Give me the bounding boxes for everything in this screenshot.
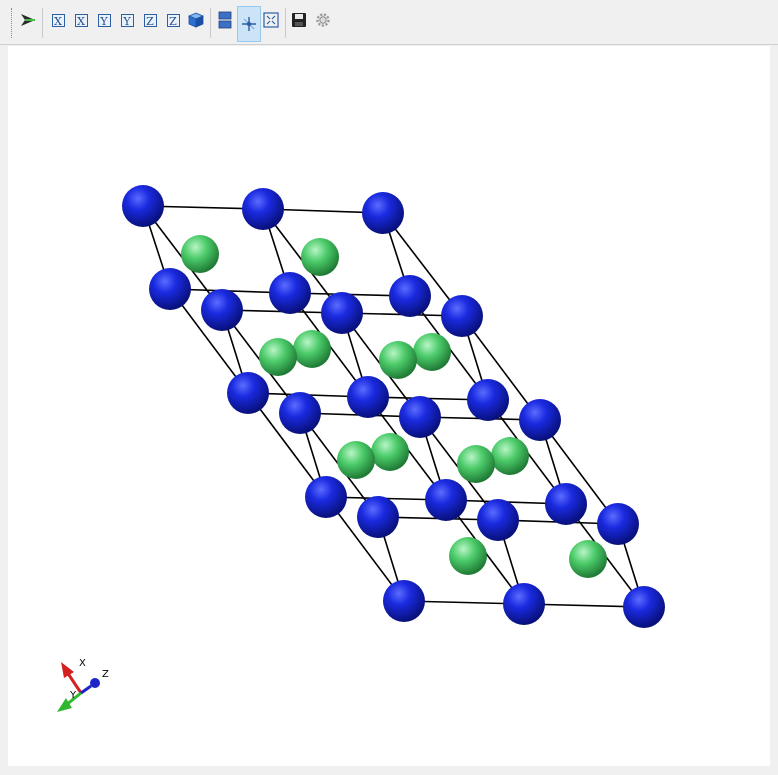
z-axis-label: Z: [102, 669, 109, 680]
toolbar-separator: [210, 8, 211, 38]
x-axis-view-icon: X: [74, 13, 88, 28]
blue-atom[interactable]: [305, 476, 347, 518]
view-along-y-button[interactable]: Y: [94, 10, 114, 30]
x-axis-line: [65, 671, 83, 694]
blue-atom[interactable]: [149, 268, 191, 310]
green-atom[interactable]: [337, 441, 375, 479]
bond-line: [539, 419, 619, 525]
blue-atom[interactable]: [201, 289, 243, 331]
blue-atom[interactable]: [623, 586, 665, 628]
blue-atom[interactable]: [467, 379, 509, 421]
toolbar-separator: [285, 8, 286, 38]
blue-atom[interactable]: [597, 503, 639, 545]
bond-line: [461, 315, 541, 421]
blue-atom[interactable]: [503, 583, 545, 625]
blue-atom[interactable]: [441, 295, 483, 337]
z-axis-view-icon: Z: [166, 13, 180, 28]
atom-spheres[interactable]: [122, 185, 665, 628]
rotate-mode-button[interactable]: [237, 6, 261, 42]
bond-line: [325, 496, 405, 602]
unit-cell-button[interactable]: [186, 10, 206, 30]
blue-atom[interactable]: [425, 479, 467, 521]
toolbar-grip[interactable]: [11, 8, 14, 38]
blue-atom[interactable]: [122, 185, 164, 227]
blue-atom[interactable]: [269, 272, 311, 314]
green-atom[interactable]: [371, 433, 409, 471]
stack-layout-icon: [218, 11, 232, 29]
toolbar-separator: [42, 8, 43, 38]
gear-icon: [316, 13, 330, 27]
blue-atom[interactable]: [362, 192, 404, 234]
y-axis-label: Y: [69, 690, 77, 701]
z-axis-arrowhead: [90, 678, 100, 688]
y-axis-arrowhead: [57, 698, 72, 712]
blue-atom[interactable]: [347, 376, 389, 418]
green-atom[interactable]: [181, 235, 219, 273]
blue-atom[interactable]: [321, 292, 363, 334]
x-axis-label: X: [79, 658, 86, 669]
y-axis-view-icon: Y: [120, 13, 134, 28]
y-axis-view-icon: Y: [97, 13, 111, 28]
rotate-axes-icon: [242, 17, 256, 31]
view-along-x-button[interactable]: X: [48, 10, 68, 30]
green-atom[interactable]: [301, 238, 339, 276]
blue-atom[interactable]: [357, 496, 399, 538]
view-along-neg-z-button[interactable]: Z: [163, 10, 183, 30]
select-tool-button[interactable]: [18, 10, 38, 30]
cursor-arrow-icon: [21, 14, 35, 26]
x-axis-view-icon: X: [51, 13, 65, 28]
blue-atom[interactable]: [389, 275, 431, 317]
blue-atom[interactable]: [519, 399, 561, 441]
bond-line: [382, 212, 463, 317]
green-atom[interactable]: [259, 338, 297, 376]
green-atom[interactable]: [379, 341, 417, 379]
green-atom[interactable]: [457, 445, 495, 483]
settings-button[interactable]: [313, 10, 333, 30]
z-axis-view-icon: Z: [143, 13, 157, 28]
bond-lines: [142, 205, 645, 608]
crystal-structure-canvas[interactable]: X Y Z: [8, 46, 770, 766]
fit-to-view-button[interactable]: [261, 10, 281, 30]
structure-viewport[interactable]: X Y Z: [8, 46, 770, 766]
save-icon: [292, 13, 306, 27]
bond-line: [247, 392, 327, 498]
green-atom[interactable]: [293, 330, 331, 368]
layout-button[interactable]: [215, 10, 235, 30]
cube-icon: [188, 12, 204, 28]
toolbar: X X Y Y Z Z: [0, 0, 778, 45]
bond-line: [169, 288, 249, 394]
green-atom[interactable]: [413, 333, 451, 371]
blue-atom[interactable]: [399, 396, 441, 438]
blue-atom[interactable]: [227, 372, 269, 414]
blue-atom[interactable]: [477, 499, 519, 541]
green-atom[interactable]: [449, 537, 487, 575]
view-along-z-button[interactable]: Z: [140, 10, 160, 30]
green-atom[interactable]: [491, 437, 529, 475]
x-axis-arrowhead: [61, 662, 74, 678]
axis-triad: X Y Z: [57, 658, 109, 712]
view-along-neg-x-button[interactable]: X: [71, 10, 91, 30]
green-atom[interactable]: [569, 540, 607, 578]
blue-atom[interactable]: [383, 580, 425, 622]
blue-atom[interactable]: [545, 483, 587, 525]
blue-atom[interactable]: [242, 188, 284, 230]
blue-atom[interactable]: [279, 392, 321, 434]
save-button[interactable]: [289, 10, 309, 30]
z-axis-line: [80, 684, 92, 695]
fit-screen-icon: [263, 12, 279, 28]
view-along-neg-y-button[interactable]: Y: [117, 10, 137, 30]
